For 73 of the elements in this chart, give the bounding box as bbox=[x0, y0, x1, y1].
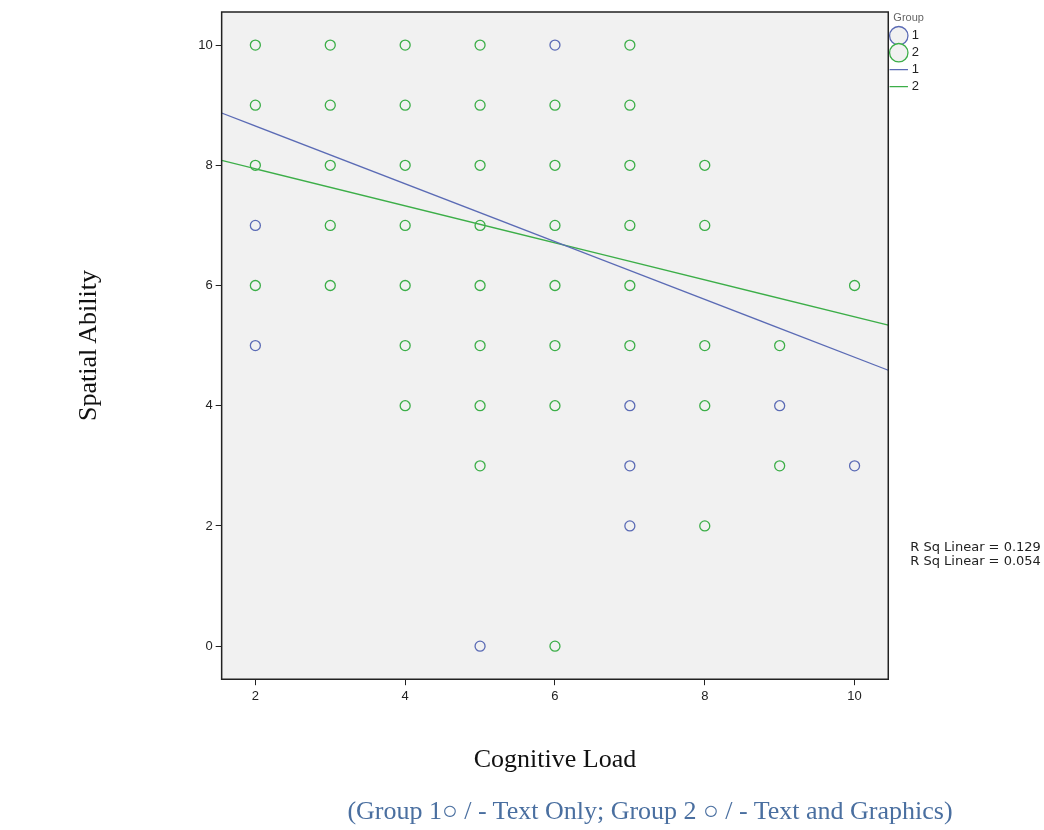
point bbox=[474, 99, 486, 111]
point bbox=[699, 159, 711, 171]
point bbox=[399, 99, 411, 111]
text: R Sq Linear = 0.129 bbox=[910, 539, 1041, 555]
point bbox=[249, 219, 262, 232]
point bbox=[624, 460, 636, 472]
legend-label: 2 bbox=[911, 78, 919, 94]
y-tick-label: 0 bbox=[205, 637, 213, 653]
text: (Group 1○ / - Text Only; Group 2 ○ / - Text and Graphics) bbox=[347, 795, 953, 825]
point bbox=[699, 339, 711, 352]
point bbox=[699, 400, 711, 412]
point bbox=[249, 39, 262, 51]
legend-label: 2 bbox=[911, 44, 919, 60]
point bbox=[474, 400, 486, 412]
legend-label: 1 bbox=[911, 61, 919, 77]
point bbox=[549, 279, 561, 292]
point bbox=[324, 39, 336, 51]
point bbox=[324, 159, 336, 171]
point bbox=[249, 279, 262, 292]
legend-title: Group bbox=[893, 10, 924, 23]
legend-label: 1 bbox=[911, 27, 919, 43]
point bbox=[624, 159, 636, 171]
y-tick-label: 2 bbox=[205, 517, 213, 533]
point bbox=[549, 640, 561, 652]
point bbox=[474, 39, 486, 51]
point bbox=[549, 99, 561, 111]
text: R Sq Linear = 0.054 bbox=[910, 553, 1041, 569]
point bbox=[249, 339, 262, 352]
point bbox=[549, 159, 561, 171]
y-tick-label: 10 bbox=[198, 36, 213, 52]
point bbox=[474, 460, 486, 472]
point bbox=[848, 279, 861, 292]
point bbox=[624, 99, 636, 111]
point bbox=[249, 99, 262, 111]
x-tick-label: 4 bbox=[401, 687, 409, 703]
point bbox=[774, 460, 786, 472]
point bbox=[549, 219, 561, 232]
point bbox=[624, 520, 636, 532]
y-axis-title: Spatial Ability bbox=[73, 270, 103, 422]
point bbox=[474, 159, 486, 171]
x-tick-label: 8 bbox=[701, 687, 709, 703]
x-tick-label: 10 bbox=[847, 687, 862, 703]
point bbox=[624, 339, 636, 352]
point bbox=[549, 400, 561, 412]
point bbox=[549, 39, 561, 51]
point bbox=[699, 219, 711, 232]
x-tick-label: 6 bbox=[551, 687, 559, 703]
y-tick-label: 8 bbox=[205, 156, 213, 172]
point bbox=[624, 219, 636, 232]
point bbox=[624, 39, 636, 51]
point bbox=[549, 339, 561, 352]
point bbox=[774, 339, 786, 352]
point bbox=[474, 339, 486, 352]
point bbox=[774, 400, 786, 412]
point bbox=[399, 339, 411, 352]
point bbox=[624, 400, 636, 412]
point bbox=[399, 279, 411, 292]
point bbox=[324, 279, 336, 292]
x-axis-title: Cognitive Load bbox=[473, 744, 637, 774]
point bbox=[324, 99, 336, 111]
point bbox=[324, 219, 336, 232]
point bbox=[399, 219, 411, 232]
point bbox=[699, 520, 711, 532]
point bbox=[848, 460, 861, 472]
x-tick-label: 2 bbox=[251, 687, 259, 703]
point bbox=[399, 400, 411, 412]
point bbox=[399, 39, 411, 51]
y-tick-label: 6 bbox=[205, 277, 213, 293]
point bbox=[474, 640, 486, 652]
point bbox=[399, 159, 411, 171]
point bbox=[624, 279, 636, 292]
point bbox=[474, 279, 486, 292]
y-tick-label: 4 bbox=[205, 397, 213, 413]
